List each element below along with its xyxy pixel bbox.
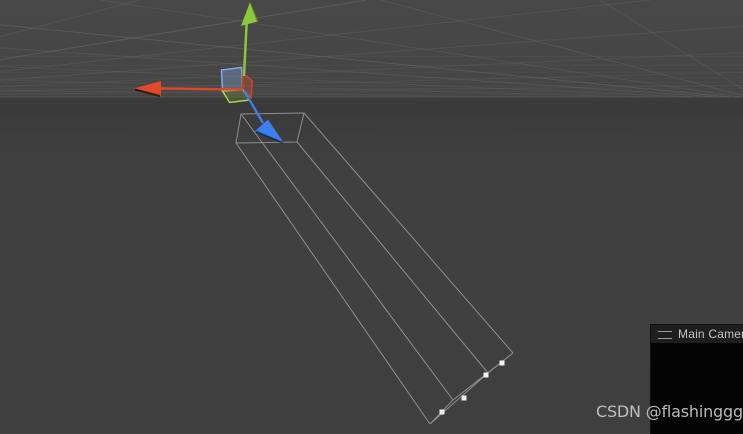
gizmo-plane-xy[interactable] [220,66,244,92]
edit-handle [461,395,467,401]
gizmo-axis-x[interactable] [134,81,244,97]
camera-preview-image [651,343,743,434]
edit-handle [439,409,445,415]
watermark-text: CSDN @flashinggg [596,402,743,421]
hamburger-icon[interactable] [658,330,672,339]
wireframe-edit-handles[interactable] [439,360,505,415]
camera-frustum-wireframe [235,112,514,425]
perspective-grid [0,0,743,98]
horizon-shading [0,97,743,153]
edit-handle [483,372,489,378]
edit-handle [499,360,505,366]
camera-preview-panel: Main Camera [650,324,743,434]
camera-preview-title: Main Camera [678,327,743,341]
camera-preview-titlebar[interactable]: Main Camera [651,325,743,343]
gizmo-axis-y[interactable] [241,2,259,77]
transform-gizmo[interactable] [134,2,284,144]
gizmo-axis-z[interactable] [242,89,284,144]
